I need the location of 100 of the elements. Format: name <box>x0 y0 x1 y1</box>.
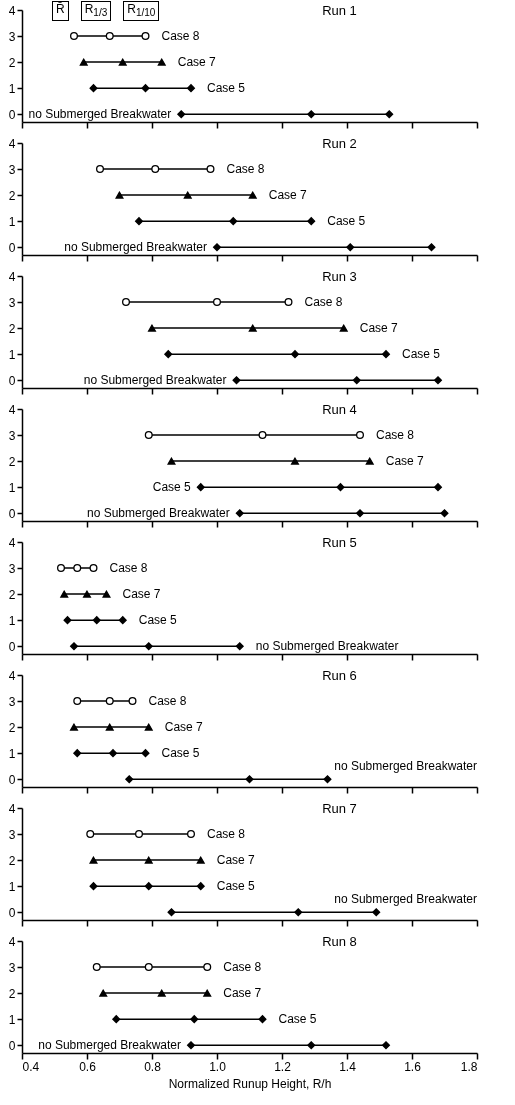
point <box>339 324 348 332</box>
series-label: no Submerged Breakwater <box>28 107 172 122</box>
point <box>128 697 137 706</box>
x-tick-label: 0.6 <box>79 1059 97 1074</box>
point <box>187 830 195 839</box>
y-tick-label: 2 <box>8 587 16 602</box>
series-label: Case 8 <box>148 694 187 709</box>
point <box>248 324 257 332</box>
series-label: Case 8 <box>304 295 343 310</box>
point <box>167 908 176 917</box>
series-label: Case 8 <box>109 561 148 576</box>
point <box>151 165 160 174</box>
point <box>235 509 244 518</box>
series-label: no Submerged Breakwater <box>38 1038 181 1053</box>
point <box>141 84 150 93</box>
point <box>213 243 221 252</box>
x-tick-label: 0.4 <box>22 1059 40 1074</box>
x-tick-label: 1.4 <box>339 1059 357 1074</box>
series-label: no Submerged Breakwater <box>334 892 477 907</box>
point <box>356 509 364 518</box>
x-tick-label: 0.8 <box>144 1059 162 1074</box>
y-tick-label: 1 <box>8 613 16 628</box>
y-tick-label: 0 <box>8 373 16 388</box>
point <box>307 110 316 119</box>
point <box>70 642 78 651</box>
series-label: Case 5 <box>216 879 256 894</box>
point <box>135 830 143 839</box>
y-tick-label: 1 <box>8 746 16 761</box>
point <box>144 723 153 731</box>
series-label: no Submerged Breakwater <box>334 759 477 774</box>
series-label: Case 8 <box>223 960 262 975</box>
y-tick-label: 2 <box>8 720 16 735</box>
point <box>89 882 98 891</box>
point <box>109 749 117 758</box>
series-label: Case 5 <box>402 347 441 362</box>
point <box>92 616 101 625</box>
y-tick-label: 3 <box>8 162 16 177</box>
point <box>213 298 221 307</box>
point <box>365 457 374 465</box>
y-tick-label: 0 <box>8 107 16 122</box>
point <box>105 32 114 41</box>
point <box>125 775 134 784</box>
chart-title: Run 3 <box>322 269 357 284</box>
point <box>73 697 82 706</box>
point <box>323 775 332 784</box>
point <box>118 58 127 66</box>
chart-title: Run 5 <box>322 535 357 550</box>
point <box>196 483 205 492</box>
series-label: Case 5 <box>207 81 246 96</box>
y-tick-label: 4 <box>8 136 16 151</box>
y-tick-label: 0 <box>8 772 16 787</box>
point <box>79 58 88 66</box>
point <box>427 243 436 252</box>
y-tick-label: 0 <box>8 240 16 255</box>
point <box>167 457 176 465</box>
y-tick-label: 2 <box>8 55 16 70</box>
y-tick-label: 3 <box>8 428 16 443</box>
point <box>183 191 192 199</box>
point <box>336 483 345 492</box>
point <box>196 856 205 864</box>
y-tick-label: 2 <box>8 321 16 336</box>
series-label: no Submerged Breakwater <box>87 506 230 521</box>
point <box>187 84 195 93</box>
series-label: Case 5 <box>161 746 200 761</box>
y-tick-label: 0 <box>8 905 16 920</box>
y-tick-label: 2 <box>8 188 16 203</box>
y-tick-label: 1 <box>8 214 16 229</box>
point <box>115 191 124 199</box>
point <box>70 723 78 731</box>
point <box>196 882 205 891</box>
point <box>118 616 127 625</box>
y-tick-label: 3 <box>8 29 16 44</box>
y-tick-label: 4 <box>8 269 16 284</box>
point <box>372 908 381 917</box>
annotation: R$_{1/10}$ <box>123 1 160 22</box>
series-label: Case 7 <box>359 321 399 336</box>
series-label: Case 8 <box>226 162 265 177</box>
y-tick-label: 1 <box>8 81 16 96</box>
point <box>73 749 82 758</box>
y-tick-label: 1 <box>8 1012 16 1027</box>
series-label: no Submerged Breakwater <box>255 639 399 654</box>
series-label: no Submerged Breakwater <box>83 373 227 388</box>
y-tick-label: 3 <box>8 960 16 975</box>
y-tick-label: 0 <box>8 639 16 654</box>
point <box>144 856 153 864</box>
point <box>434 376 442 385</box>
point <box>63 616 72 625</box>
y-tick-label: 1 <box>8 879 16 894</box>
series-label: Case 8 <box>161 29 200 44</box>
chart-title: Run 1 <box>322 3 357 18</box>
chart-title: Run 6 <box>322 668 357 683</box>
point <box>144 882 153 891</box>
x-axis-title: Normalized Runup Height, R/h <box>168 1076 332 1091</box>
point <box>60 590 69 598</box>
series-label: Case 5 <box>327 214 366 229</box>
point <box>434 483 442 492</box>
y-tick-label: 3 <box>8 295 16 310</box>
point <box>164 350 173 359</box>
point <box>141 749 150 758</box>
series-label: Case 7 <box>385 454 425 469</box>
